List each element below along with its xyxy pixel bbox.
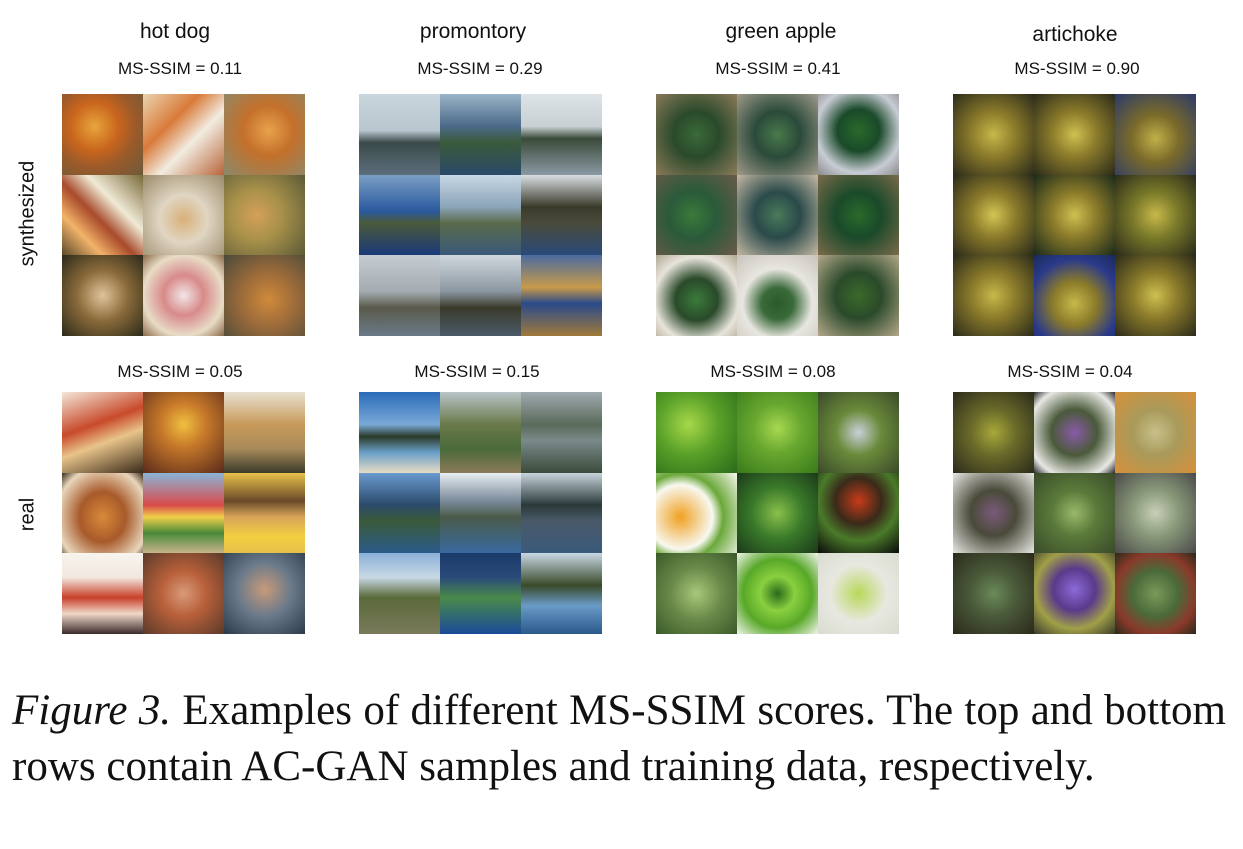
synth-artichoke-image: [1115, 94, 1196, 175]
row-label-synthesized: synthesized: [16, 160, 39, 267]
synth-hot-dog-image: [224, 255, 305, 336]
real-hot-dog-image: [224, 553, 305, 634]
real-artichoke-image: [1115, 472, 1196, 554]
synth-hot-dog-image: [62, 174, 143, 256]
synth-promontory-image: [521, 174, 602, 256]
synth-hot-dog-image: [224, 174, 305, 256]
real-promontory-image: [521, 392, 602, 473]
real-promontory-image: [440, 392, 521, 473]
real-hot-dog-image: [224, 472, 305, 554]
score-real-artichoke: MS-SSIM = 0.04: [1007, 362, 1133, 381]
synth-artichoke-image: [1115, 255, 1196, 336]
real-green-apple-image: [818, 392, 899, 473]
synth-promontory-image: [521, 94, 602, 175]
real-promontory-image: [521, 553, 602, 634]
column-title-green-apple: green apple: [725, 20, 837, 43]
synth-green-apple-image: [656, 255, 737, 336]
synth-green-apple-image: [818, 255, 899, 336]
real-hot-dog-image: [143, 553, 224, 634]
synth-promontory-image: [359, 255, 440, 336]
synth-green-apple-image: [656, 94, 737, 175]
real-green-apple-image: [656, 472, 737, 554]
real-promontory-image: [440, 472, 521, 554]
caption-text: Examples of different MS-SSIM scores. Th…: [12, 687, 1227, 790]
synth-promontory-image: [440, 174, 521, 256]
row-label-real: real: [16, 497, 39, 532]
figure-label: Figure 3.: [12, 687, 172, 734]
real-promontory-image: [359, 553, 440, 634]
real-green-apple-image: [656, 392, 737, 473]
real-promontory-image: [521, 472, 602, 554]
real-hot-dog-image: [62, 553, 143, 634]
synth-hot-dog-image: [224, 94, 305, 175]
real-artichoke-image: [1034, 553, 1115, 634]
synth-promontory-image: [521, 255, 602, 336]
synth-hot-dog-image: [143, 94, 224, 175]
real-grid-hot-dog: [62, 392, 305, 634]
synth-promontory-image: [440, 255, 521, 336]
real-artichoke-image: [1034, 392, 1115, 473]
score-synth-green-apple: MS-SSIM = 0.41: [715, 59, 841, 78]
real-hot-dog-image: [143, 472, 224, 554]
real-promontory-image: [359, 472, 440, 554]
synth-artichoke-image: [1034, 255, 1115, 336]
score-real-hot-dog: MS-SSIM = 0.05: [117, 362, 243, 381]
synth-artichoke-image: [953, 94, 1034, 175]
column-title-promontory: promontory: [419, 20, 527, 43]
real-artichoke-image: [953, 553, 1034, 634]
synth-grid-artichoke: [953, 94, 1196, 336]
real-hot-dog-image: [62, 392, 143, 473]
real-green-apple-image: [818, 553, 899, 634]
column-title-artichoke: artichoke: [1032, 23, 1118, 46]
real-artichoke-image: [1034, 472, 1115, 554]
synth-artichoke-image: [953, 174, 1034, 256]
synth-green-apple-image: [737, 255, 818, 336]
score-synth-hot-dog: MS-SSIM = 0.11: [118, 59, 242, 78]
real-green-apple-image: [818, 472, 899, 554]
score-synth-artichoke: MS-SSIM = 0.90: [1014, 59, 1140, 78]
real-green-apple-image: [737, 392, 818, 473]
real-artichoke-image: [1115, 553, 1196, 634]
real-promontory-image: [359, 392, 440, 473]
synth-promontory-image: [359, 174, 440, 256]
synth-green-apple-image: [818, 94, 899, 175]
score-real-green-apple: MS-SSIM = 0.08: [710, 362, 836, 381]
column-title-hot-dog: hot dog: [139, 20, 211, 43]
synth-promontory-image: [359, 94, 440, 175]
synth-artichoke-image: [1115, 174, 1196, 256]
synth-hot-dog-image: [62, 94, 143, 175]
synth-promontory-image: [440, 94, 521, 175]
real-artichoke-image: [953, 472, 1034, 554]
real-hot-dog-image: [224, 392, 305, 473]
figure-3: hot dog promontory green apple artichoke…: [16, 20, 1196, 634]
real-promontory-image: [440, 553, 521, 634]
score-synth-promontory: MS-SSIM = 0.29: [417, 59, 543, 78]
real-grid-artichoke: [953, 392, 1196, 634]
figure-caption: Figure 3. Examples of different MS-SSIM …: [12, 683, 1226, 795]
synth-hot-dog-image: [143, 174, 224, 256]
real-green-apple-image: [737, 472, 818, 554]
synth-artichoke-image: [953, 255, 1034, 336]
synth-green-apple-image: [656, 174, 737, 256]
synth-grid-hot-dog: [62, 94, 305, 336]
synth-green-apple-image: [818, 174, 899, 256]
real-grid-promontory: [359, 392, 602, 634]
synth-artichoke-image: [1034, 174, 1115, 256]
real-hot-dog-image: [62, 472, 143, 554]
synth-hot-dog-image: [62, 255, 143, 336]
synth-green-apple-image: [737, 94, 818, 175]
synth-green-apple-image: [737, 174, 818, 256]
synth-hot-dog-image: [143, 255, 224, 336]
real-hot-dog-image: [143, 392, 224, 473]
real-green-apple-image: [737, 553, 818, 634]
synth-grid-promontory: [359, 94, 602, 336]
score-real-promontory: MS-SSIM = 0.15: [414, 362, 540, 381]
real-artichoke-image: [1115, 392, 1196, 473]
real-artichoke-image: [953, 392, 1034, 473]
synth-grid-green-apple: [656, 94, 899, 336]
synth-artichoke-image: [1034, 94, 1115, 175]
real-green-apple-image: [656, 553, 737, 634]
real-grid-green-apple: [656, 392, 899, 634]
